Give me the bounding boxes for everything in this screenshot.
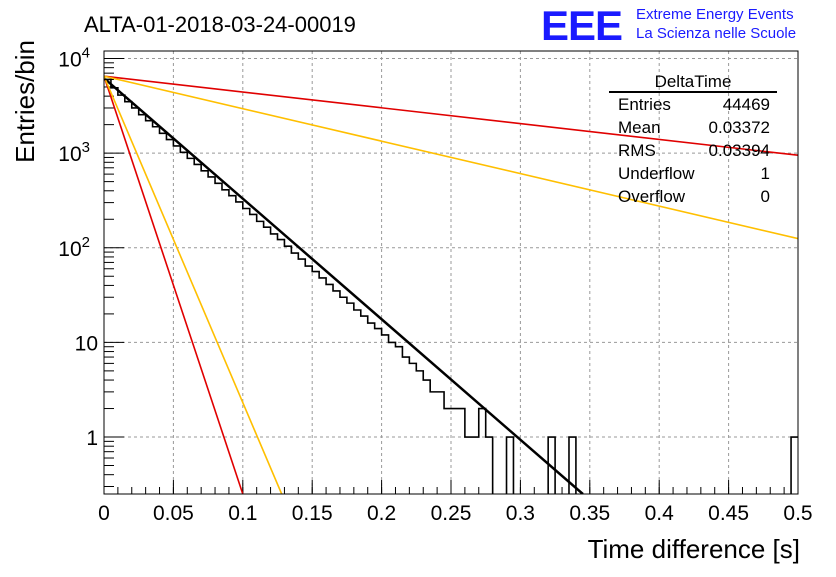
x-tick-label: 0.15 bbox=[292, 502, 333, 525]
y-tick-label: 104 bbox=[58, 44, 90, 71]
x-tick-label: 0.05 bbox=[153, 502, 194, 525]
x-tick-label: 0.3 bbox=[506, 502, 535, 525]
histogram-bars bbox=[104, 78, 798, 494]
fit-line bbox=[104, 75, 798, 157]
x-tick-label: 0.45 bbox=[708, 502, 749, 525]
histogram-outline bbox=[104, 78, 798, 494]
stats-label-mean: Mean bbox=[618, 118, 661, 137]
x-tick-label: 0.2 bbox=[367, 502, 396, 525]
x-tick-label: 0.35 bbox=[569, 502, 610, 525]
x-tick-label: 0.25 bbox=[431, 502, 472, 525]
fit-line bbox=[104, 77, 584, 494]
y-tick-label: 102 bbox=[58, 234, 90, 261]
fit-line bbox=[104, 75, 244, 494]
stats-label-entries: Entries bbox=[618, 95, 671, 114]
stats-label-overflow: Overflow bbox=[618, 187, 686, 206]
x-tick-label: 0 bbox=[98, 502, 110, 525]
plot-frame bbox=[103, 50, 799, 495]
x-tick-label: 0.4 bbox=[645, 502, 675, 525]
stats-box: DeltaTime Entries 44469 Mean 0.03372 RMS… bbox=[609, 72, 777, 206]
y-axis-label: Entries/bin bbox=[10, 40, 40, 163]
logo-line2: La Scienza nelle Scuole bbox=[636, 25, 796, 42]
stats-value-entries: 44469 bbox=[723, 95, 770, 114]
fit-lines bbox=[104, 75, 798, 494]
x-tick-label: 0.1 bbox=[228, 502, 257, 525]
stats-label-underflow: Underflow bbox=[618, 164, 695, 183]
stats-name: DeltaTime bbox=[655, 72, 732, 91]
logo-line1: Extreme Energy Events bbox=[636, 6, 794, 23]
y-tick-label: 103 bbox=[58, 139, 90, 166]
y-tick-label: 10 bbox=[75, 332, 98, 355]
x-axis-label: Time difference [s] bbox=[588, 534, 800, 564]
stats-value-underflow: 1 bbox=[761, 164, 770, 183]
x-tick-label: 0.5 bbox=[783, 502, 812, 525]
stats-value-rms: 0.03394 bbox=[709, 141, 770, 160]
fit-line bbox=[104, 75, 798, 240]
grid-lines bbox=[104, 51, 798, 494]
fit-line bbox=[104, 75, 283, 494]
chart-title: ALTA-01-2018-03-24-00019 bbox=[84, 12, 356, 37]
stats-label-rms: RMS bbox=[618, 141, 656, 160]
stats-value-overflow: 0 bbox=[761, 187, 770, 206]
eee-logo: EEE Extreme Energy Events La Scienza nel… bbox=[541, 2, 796, 49]
axis-ticks: 0 0.05 0.1 0.15 0.2 0.25 0.3 0.35 0.4 0.45 0.51101… bbox=[58, 44, 812, 525]
logo-letters: EEE bbox=[541, 2, 622, 49]
y-tick-label: 1 bbox=[86, 427, 98, 450]
stats-value-mean: 0.03372 bbox=[709, 118, 770, 137]
